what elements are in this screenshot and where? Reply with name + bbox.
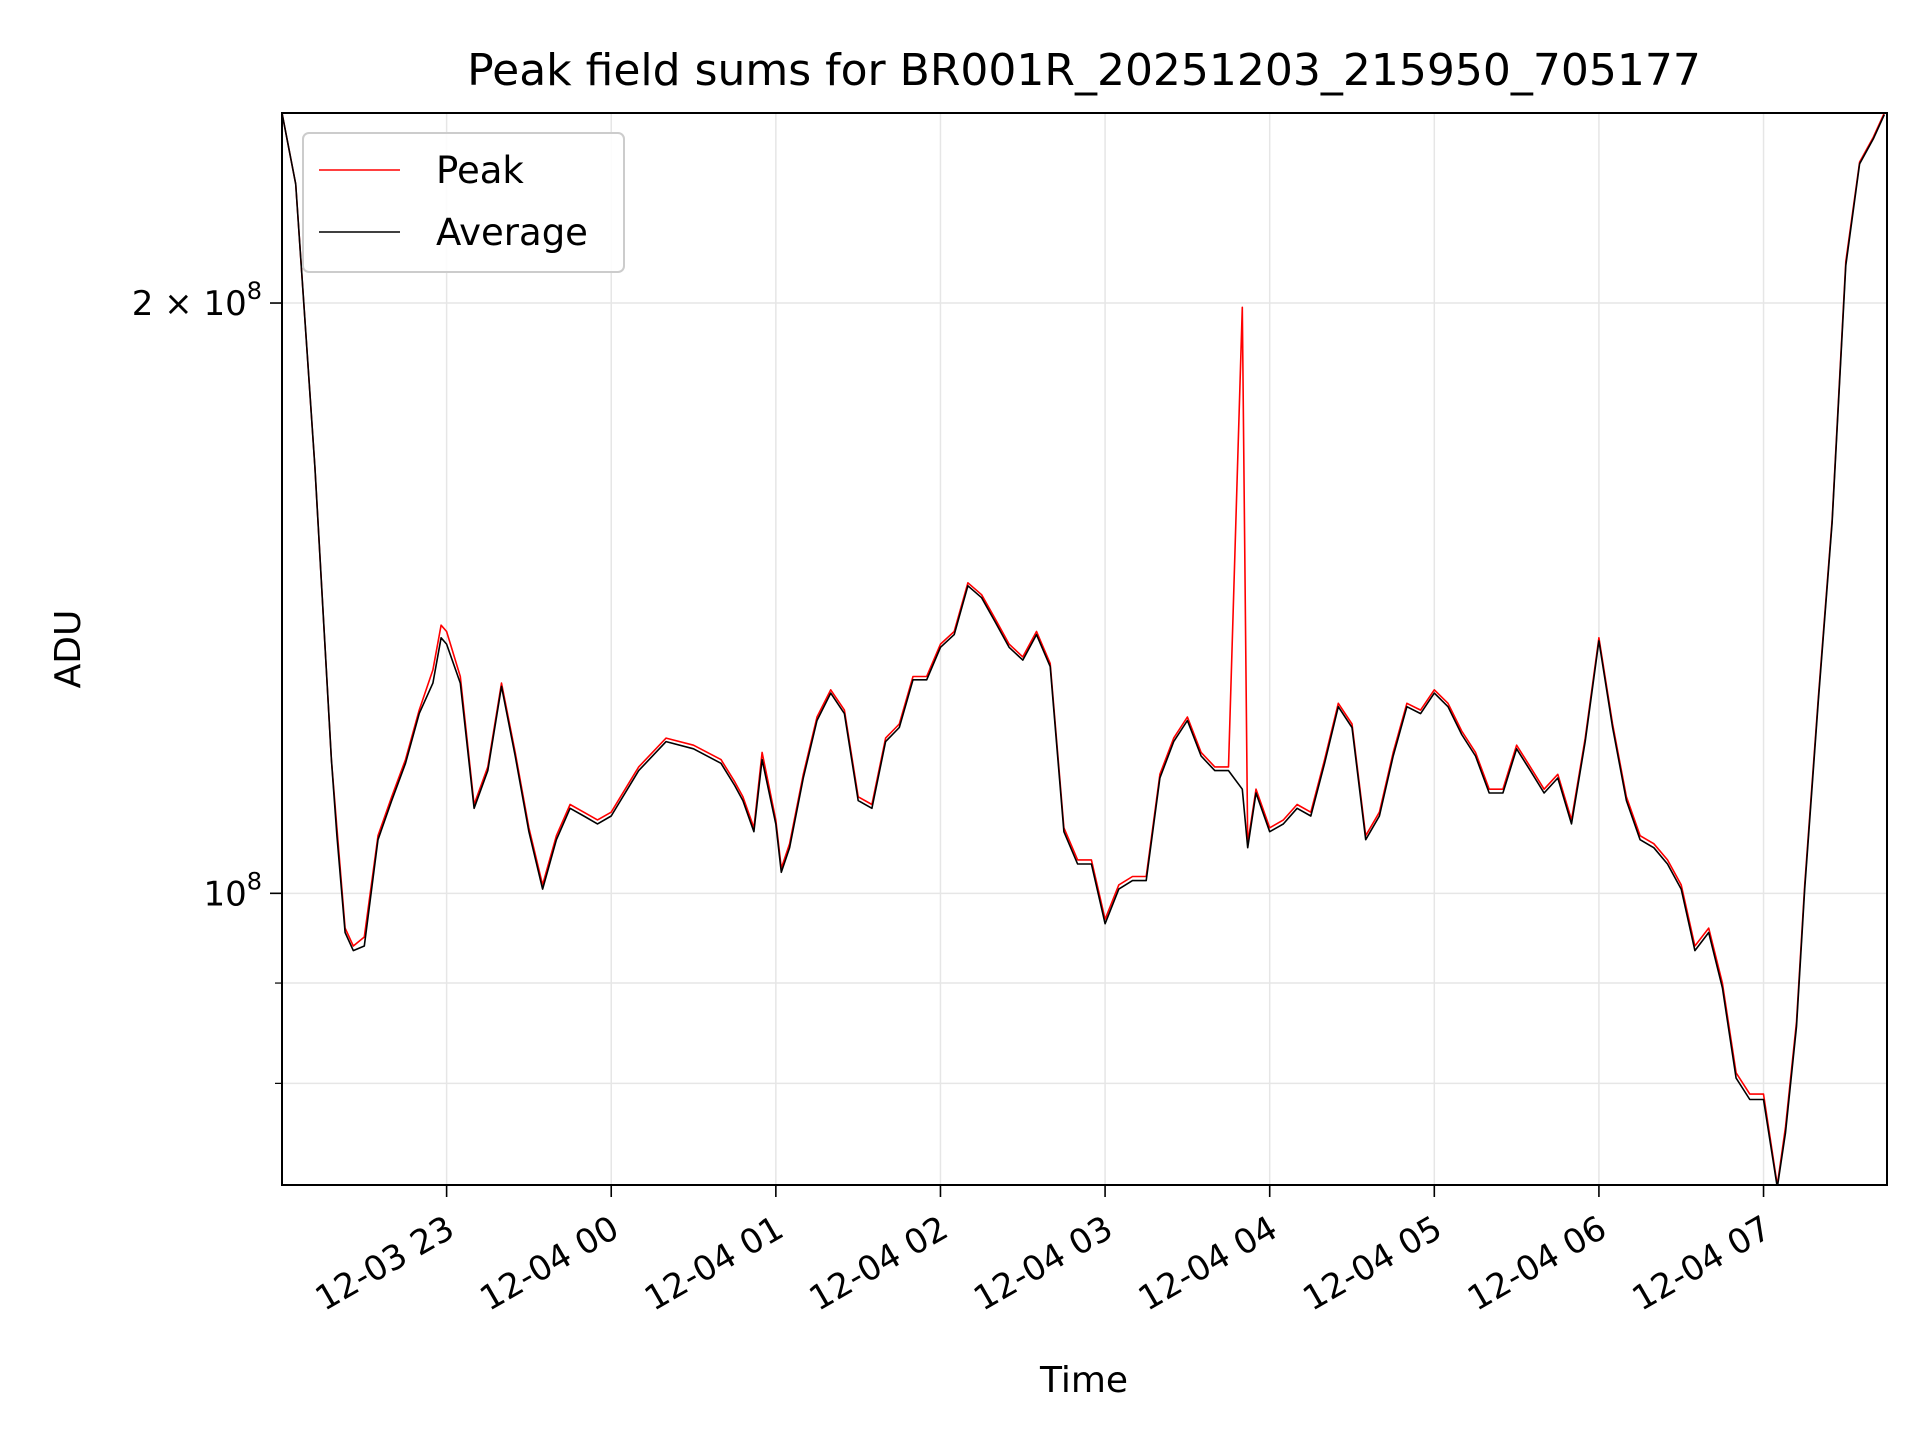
y-tick-label: 108 [203, 867, 262, 914]
legend: Peak Average [302, 132, 625, 273]
y-tick-label: 2 × 108 [132, 277, 262, 324]
legend-average-label: Average [436, 211, 588, 254]
y-axis-label: ADU [48, 610, 89, 689]
chart-title: Peak field sums for BR001R_20251203_2159… [467, 45, 1701, 96]
y-tick-label-exponent: 8 [247, 867, 262, 895]
series-line-average [282, 113, 1886, 1185]
series-layer [282, 113, 1886, 1185]
x-axis-label: Time [1039, 1360, 1128, 1401]
y-tick-label-base: 10 [203, 874, 246, 914]
legend-box [302, 132, 625, 273]
y-tick-label-exponent: 8 [247, 277, 262, 305]
grid [282, 113, 1887, 1185]
y-tick-label-base: 2 × 10 [132, 284, 247, 324]
legend-peak-label: Peak [436, 149, 524, 192]
plot-frame [281, 112, 1888, 1186]
